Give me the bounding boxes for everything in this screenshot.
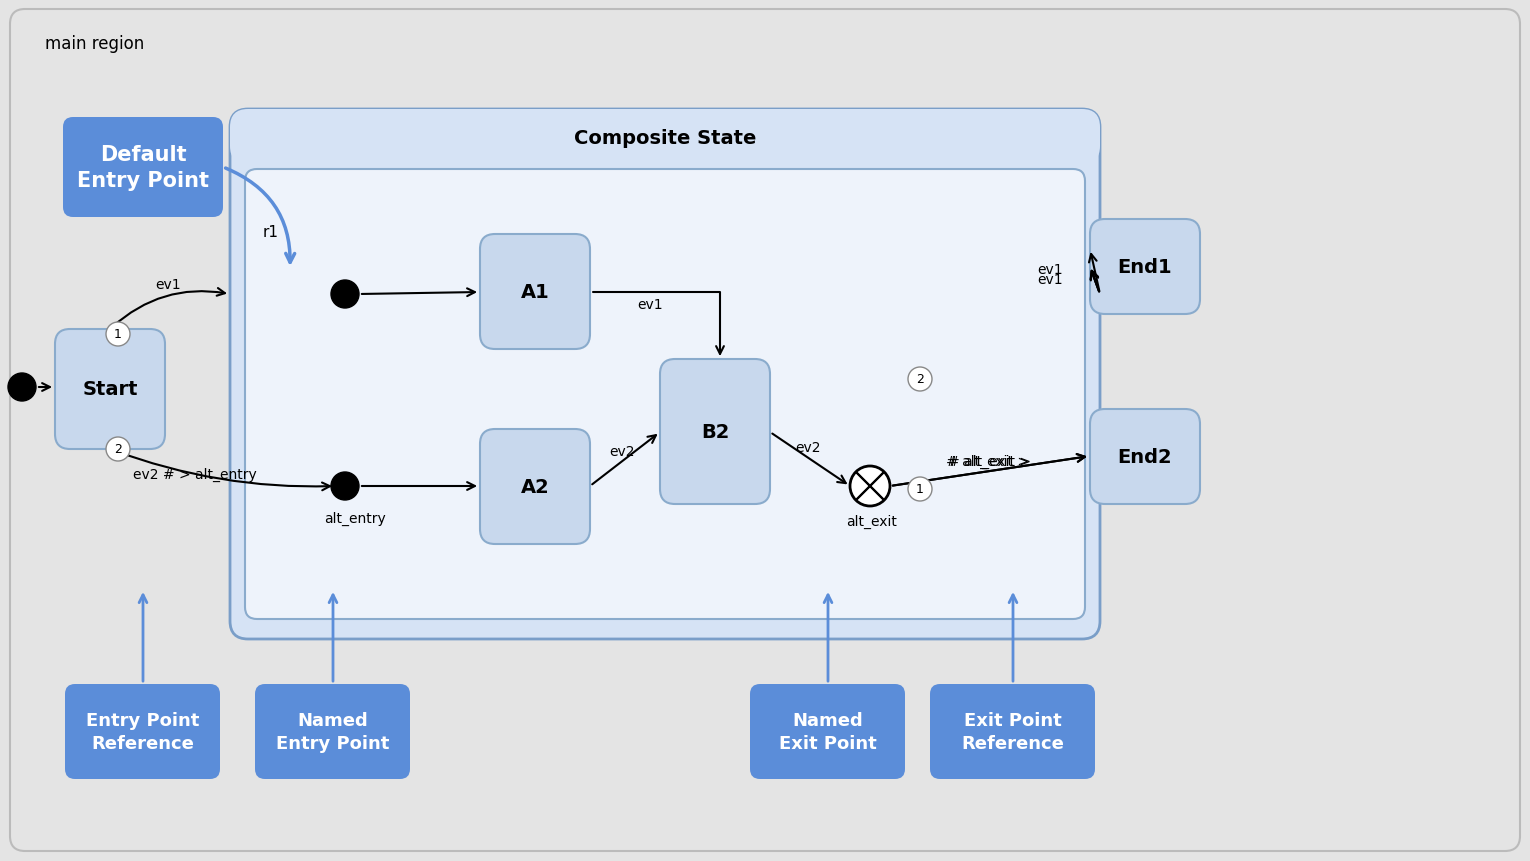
Text: Named
Exit Point: Named Exit Point [779,711,877,753]
Circle shape [8,374,37,401]
FancyBboxPatch shape [230,110,1100,639]
Text: # alt_exit >: # alt_exit > [947,455,1030,468]
Text: 2: 2 [916,373,924,386]
FancyBboxPatch shape [256,684,410,779]
Text: A1: A1 [520,282,549,301]
Text: alt_exit: alt_exit [846,514,898,529]
FancyBboxPatch shape [480,430,591,544]
Text: 1: 1 [916,483,924,496]
Circle shape [330,281,360,308]
FancyBboxPatch shape [64,684,220,779]
Circle shape [106,437,130,461]
Text: ev1: ev1 [636,298,662,312]
Text: Named
Entry Point: Named Entry Point [275,711,389,753]
Text: Start: Start [83,380,138,399]
Text: 1: 1 [115,328,122,341]
FancyBboxPatch shape [230,110,1100,164]
Text: main region: main region [44,35,144,53]
Text: End1: End1 [1118,257,1172,276]
FancyBboxPatch shape [1089,410,1200,505]
Text: ev1: ev1 [1037,263,1063,276]
FancyBboxPatch shape [480,235,591,350]
Circle shape [907,478,932,501]
Text: 2: 2 [115,443,122,456]
Text: ev2: ev2 [609,444,635,458]
FancyBboxPatch shape [1089,220,1200,314]
FancyBboxPatch shape [11,10,1519,851]
Circle shape [907,368,932,392]
Text: r1: r1 [263,225,278,239]
Circle shape [330,473,360,500]
Text: Default
Entry Point: Default Entry Point [76,145,210,191]
Text: # alt_exit >: # alt_exit > [949,455,1031,468]
Text: ev2: ev2 [796,441,820,455]
Text: End2: End2 [1118,448,1172,467]
Text: Composite State: Composite State [574,128,756,147]
FancyBboxPatch shape [245,170,1085,619]
Circle shape [851,467,890,506]
FancyBboxPatch shape [659,360,770,505]
Text: alt_entry: alt_entry [324,511,386,525]
Circle shape [106,323,130,347]
FancyBboxPatch shape [55,330,165,449]
Text: A2: A2 [520,478,549,497]
Text: B2: B2 [701,423,730,442]
FancyBboxPatch shape [930,684,1095,779]
Text: ev1: ev1 [155,278,181,292]
Text: ev2 # > alt_entry: ev2 # > alt_entry [133,468,257,481]
Text: Entry Point
Reference: Entry Point Reference [86,711,199,753]
FancyBboxPatch shape [63,118,223,218]
FancyBboxPatch shape [750,684,906,779]
Text: Exit Point
Reference: Exit Point Reference [961,711,1063,753]
Text: ev1: ev1 [1037,273,1063,287]
